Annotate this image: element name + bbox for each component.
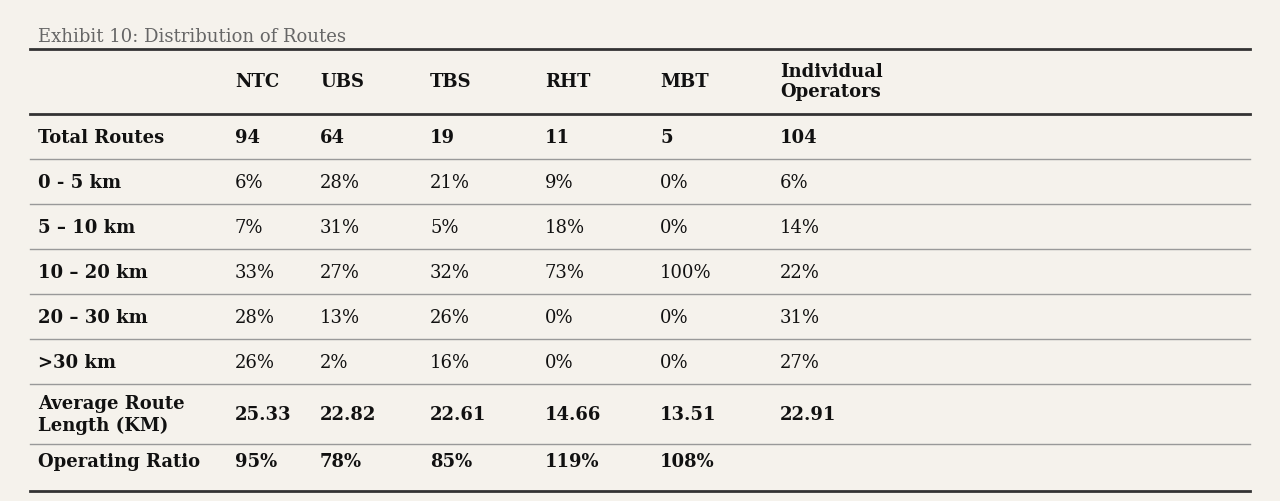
Text: 16%: 16%: [430, 353, 470, 371]
Text: 11: 11: [545, 129, 570, 147]
Text: 20 – 30 km: 20 – 30 km: [38, 309, 147, 326]
Text: Average Route
Length (KM): Average Route Length (KM): [38, 395, 184, 434]
Text: 0%: 0%: [660, 309, 689, 326]
Text: 64: 64: [320, 129, 346, 147]
Text: UBS: UBS: [320, 73, 364, 91]
Text: Total Routes: Total Routes: [38, 129, 164, 147]
Text: MBT: MBT: [660, 73, 709, 91]
Text: 7%: 7%: [236, 218, 264, 236]
Text: 85%: 85%: [430, 452, 472, 470]
Text: 25.33: 25.33: [236, 405, 292, 423]
Text: 32%: 32%: [430, 264, 470, 282]
Text: 14.66: 14.66: [545, 405, 602, 423]
Text: 0%: 0%: [660, 218, 689, 236]
Text: 6%: 6%: [236, 174, 264, 191]
Text: TBS: TBS: [430, 73, 471, 91]
Text: NTC: NTC: [236, 73, 279, 91]
Text: 5%: 5%: [430, 218, 458, 236]
Text: 5: 5: [660, 129, 672, 147]
Text: 10 – 20 km: 10 – 20 km: [38, 264, 147, 282]
Text: 5 – 10 km: 5 – 10 km: [38, 218, 136, 236]
Text: 27%: 27%: [320, 264, 360, 282]
Text: 33%: 33%: [236, 264, 275, 282]
Text: 31%: 31%: [780, 309, 820, 326]
Text: 31%: 31%: [320, 218, 360, 236]
Text: 21%: 21%: [430, 174, 470, 191]
Text: 0%: 0%: [660, 353, 689, 371]
Text: 100%: 100%: [660, 264, 712, 282]
Text: Individual
Operators: Individual Operators: [780, 63, 883, 101]
Text: 28%: 28%: [236, 309, 275, 326]
Text: 94: 94: [236, 129, 260, 147]
Text: 13%: 13%: [320, 309, 360, 326]
Text: 0%: 0%: [545, 353, 573, 371]
Text: 119%: 119%: [545, 452, 599, 470]
Text: 108%: 108%: [660, 452, 714, 470]
Text: 26%: 26%: [236, 353, 275, 371]
Text: 95%: 95%: [236, 452, 278, 470]
Text: 0%: 0%: [545, 309, 573, 326]
Text: 22.82: 22.82: [320, 405, 376, 423]
Text: 14%: 14%: [780, 218, 820, 236]
Text: 0 - 5 km: 0 - 5 km: [38, 174, 122, 191]
Text: 28%: 28%: [320, 174, 360, 191]
Text: 9%: 9%: [545, 174, 573, 191]
Text: Operating Ratio: Operating Ratio: [38, 452, 200, 470]
Text: 0%: 0%: [660, 174, 689, 191]
Text: 104: 104: [780, 129, 818, 147]
Text: >30 km: >30 km: [38, 353, 116, 371]
Text: 13.51: 13.51: [660, 405, 717, 423]
Text: RHT: RHT: [545, 73, 590, 91]
Text: 2%: 2%: [320, 353, 348, 371]
Text: Exhibit 10: Distribution of Routes: Exhibit 10: Distribution of Routes: [38, 28, 346, 46]
Text: 78%: 78%: [320, 452, 362, 470]
Text: 19: 19: [430, 129, 454, 147]
Text: 18%: 18%: [545, 218, 585, 236]
Text: 22%: 22%: [780, 264, 820, 282]
Text: 73%: 73%: [545, 264, 585, 282]
Text: 22.91: 22.91: [780, 405, 836, 423]
Text: 27%: 27%: [780, 353, 820, 371]
Text: 22.61: 22.61: [430, 405, 486, 423]
Text: 26%: 26%: [430, 309, 470, 326]
Text: 6%: 6%: [780, 174, 809, 191]
